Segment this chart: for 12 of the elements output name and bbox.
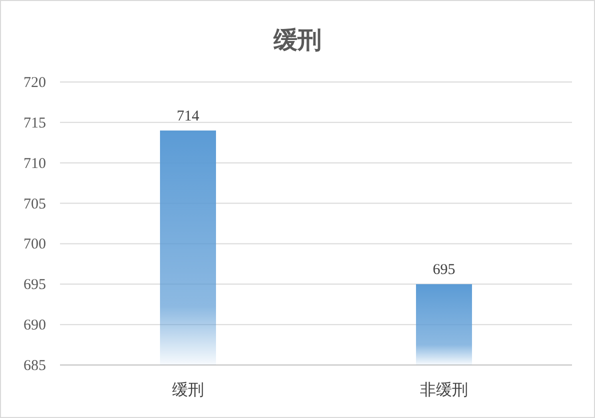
y-tick-label: 720 [24, 75, 46, 91]
y-tick-label: 685 [24, 358, 46, 374]
y-tick-label: 715 [24, 115, 46, 132]
y-tick-label: 695 [24, 277, 46, 294]
y-tick-label: 710 [24, 156, 46, 172]
y-tick-label: 690 [24, 318, 46, 334]
y-tick-label: 705 [24, 196, 46, 212]
y-tick-label: 700 [24, 236, 46, 253]
data-label: 695 [432, 262, 456, 278]
chart-title: 缓刑 [272, 27, 322, 54]
x-tick-label: 非缓刑 [420, 381, 468, 399]
data-label: 714 [176, 108, 200, 125]
